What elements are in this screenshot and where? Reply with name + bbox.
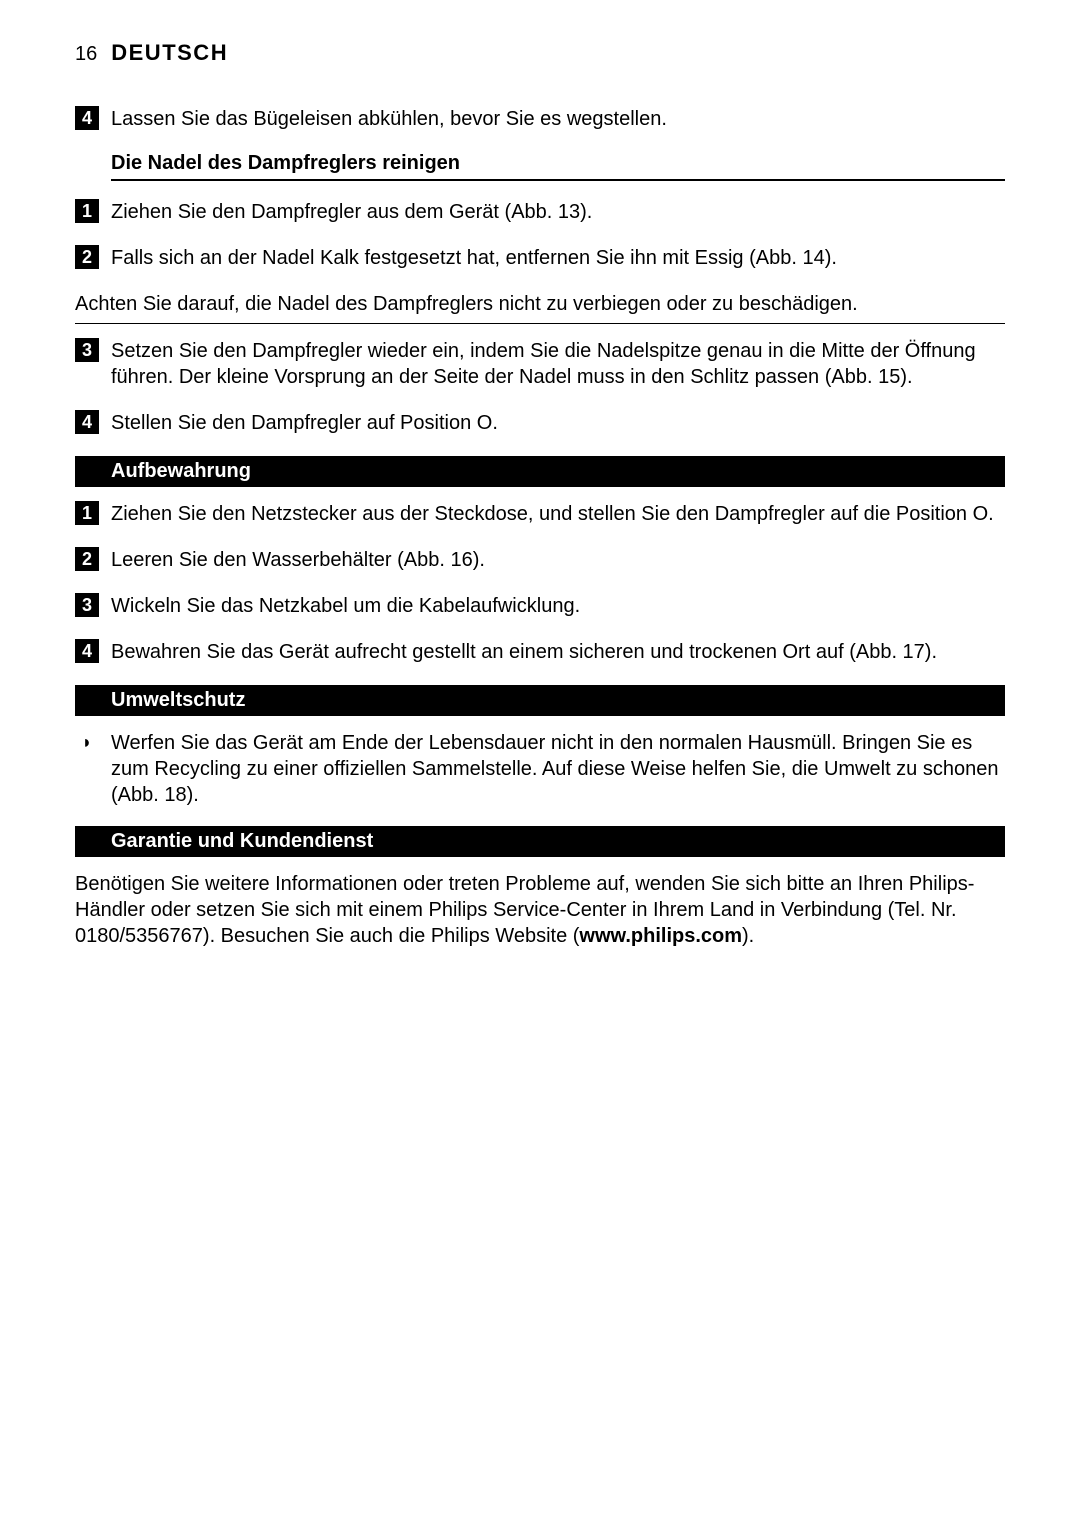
step-number-box: 2 [75,547,99,571]
bullet-text: Werfen Sie das Gerät am Ende der Lebensd… [111,730,1005,808]
step-number-box: 4 [75,639,99,663]
page-title: DEUTSCH [111,40,228,65]
step-number-box: 3 [75,593,99,617]
step-text: Leeren Sie den Wasserbehälter (Abb. 16). [111,547,485,573]
step-text: Ziehen Sie den Dampfregler aus dem Gerät… [111,199,592,225]
step-text: Stellen Sie den Dampfregler auf Position… [111,410,498,436]
step-number-box: 1 [75,501,99,525]
step-text: Lassen Sie das Bügeleisen abkühlen, bevo… [111,106,667,132]
step-number-box: 3 [75,338,99,362]
warranty-text-before: Benötigen Sie weitere Informationen oder… [75,873,974,947]
step-row: 2 Falls sich an der Nadel Kalk festgeset… [75,245,1005,271]
section-heading-warranty: Garantie und Kundendienst [75,826,1005,857]
step-text: Ziehen Sie den Netzstecker aus der Steck… [111,501,994,527]
sub-heading: Die Nadel des Dampfreglers reinigen [111,152,1005,181]
step-text: Falls sich an der Nadel Kalk festgesetzt… [111,245,837,271]
step-text: Setzen Sie den Dampfregler wieder ein, i… [111,338,1005,390]
step-row: 4 Stellen Sie den Dampfregler auf Positi… [75,410,1005,436]
section-heading-environment: Umweltschutz [75,685,1005,716]
step-number-box: 2 [75,245,99,269]
warranty-url: www.philips.com [579,925,742,947]
step-number-box: 1 [75,199,99,223]
bullet-row: ◗ Werfen Sie das Gerät am Ende der Leben… [75,730,1005,808]
warranty-text-after: ). [742,925,754,947]
step-text: Wickeln Sie das Netzkabel um die Kabelau… [111,593,580,619]
note-text: Achten Sie darauf, die Nadel des Dampfre… [75,291,1005,324]
step-number-box: 4 [75,106,99,130]
step-row: 1 Ziehen Sie den Dampfregler aus dem Ger… [75,199,1005,225]
step-row: 4 Bewahren Sie das Gerät aufrecht gestel… [75,639,1005,665]
step-text: Bewahren Sie das Gerät aufrecht gestellt… [111,639,937,665]
section-heading-storage: Aufbewahrung [75,456,1005,487]
step-row: 2 Leeren Sie den Wasserbehälter (Abb. 16… [75,547,1005,573]
step-row: 3 Setzen Sie den Dampfregler wieder ein,… [75,338,1005,390]
step-row: 3 Wickeln Sie das Netzkabel um die Kabel… [75,593,1005,619]
page-header: 16 DEUTSCH [75,40,1005,66]
manual-page: 16 DEUTSCH 4 Lassen Sie das Bügeleisen ab… [0,0,1080,949]
page-number: 16 [75,43,97,65]
step-number-box: 4 [75,410,99,434]
bullet-icon: ◗ [75,730,99,754]
warranty-paragraph: Benötigen Sie weitere Informationen oder… [75,871,1005,949]
step-row: 4 Lassen Sie das Bügeleisen abkühlen, be… [75,106,1005,132]
step-row: 1 Ziehen Sie den Netzstecker aus der Ste… [75,501,1005,527]
